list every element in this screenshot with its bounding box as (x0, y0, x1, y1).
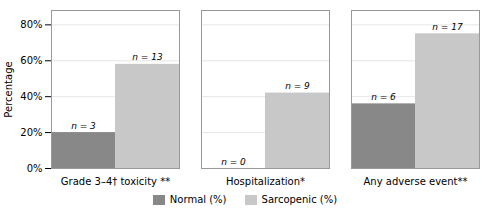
svg-text:80%: 80% (20, 19, 42, 30)
svg-text:Hospitalization*: Hospitalization* (226, 176, 305, 187)
svg-text:60%: 60% (20, 55, 42, 66)
svg-text:n = 9: n = 9 (285, 81, 310, 91)
svg-text:0%: 0% (27, 163, 43, 174)
svg-text:Percentage: Percentage (3, 61, 14, 117)
svg-text:Grade 3–4† toxicity **: Grade 3–4† toxicity ** (61, 176, 170, 187)
html-text:Sarcopenic (%): Sarcopenic (%) (261, 194, 338, 205)
svg-text:n = 13: n = 13 (132, 52, 163, 62)
svg-text:20%: 20% (20, 127, 42, 138)
svg-text:n = 0: n = 0 (221, 157, 246, 167)
svg-text:n = 3: n = 3 (71, 121, 96, 131)
svg-text:n = 6: n = 6 (371, 92, 396, 102)
svg-text:Any adverse event**: Any adverse event** (364, 176, 468, 187)
svg-text:n = 17: n = 17 (432, 22, 463, 32)
html-text:Normal (%): Normal (%) (169, 194, 227, 205)
svg-text:40%: 40% (20, 91, 42, 102)
